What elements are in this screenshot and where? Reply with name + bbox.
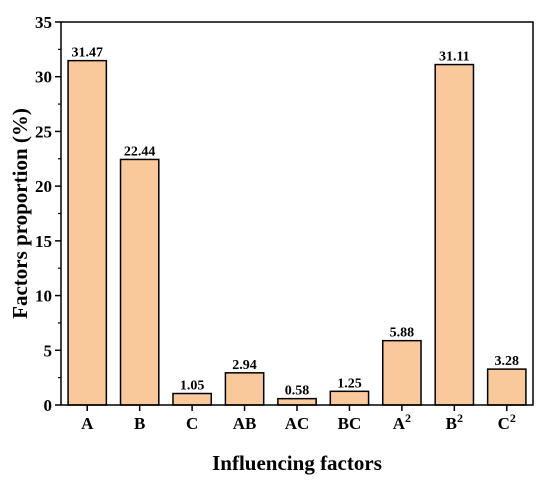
x-axis-ticks: A B C AB AC BC A2 B2 C2 — [81, 405, 516, 433]
data-label: 2.94 — [232, 358, 257, 373]
data-label: 1.05 — [180, 379, 205, 394]
bar — [329, 390, 370, 406]
x-tick-label: A2 — [393, 411, 411, 433]
data-label: 3.28 — [495, 354, 520, 369]
x-tick-label: BC — [338, 414, 362, 433]
y-tick-label: 30 — [35, 68, 52, 87]
y-tick-label: 15 — [35, 232, 52, 251]
data-label: 31.11 — [439, 50, 470, 65]
data-label: 22.44 — [124, 144, 156, 159]
bar — [381, 339, 422, 406]
x-tick-label: A — [81, 414, 94, 433]
y-tick-label: 35 — [35, 13, 52, 32]
y-tick-label: 5 — [44, 341, 53, 360]
x-tick-label: AB — [233, 414, 257, 433]
data-label: 0.58 — [285, 384, 310, 399]
data-label: 5.88 — [390, 326, 415, 341]
y-tick-label: 10 — [35, 287, 52, 306]
x-tick-label: C2 — [498, 411, 516, 433]
x-tick-label: C — [186, 414, 198, 433]
bar — [67, 59, 108, 406]
bar — [486, 368, 527, 406]
data-label: 31.47 — [71, 46, 103, 61]
x-tick-label: AC — [285, 414, 310, 433]
data-label: 1.25 — [337, 376, 362, 391]
bar — [224, 372, 265, 406]
y-tick-label: 20 — [35, 177, 52, 196]
bar — [434, 63, 475, 406]
bars-group — [67, 59, 527, 406]
bar — [277, 397, 317, 406]
data-labels-group: 31.47 22.44 1.05 2.94 0.58 1.25 5.88 31.11 3.28 — [71, 46, 519, 399]
x-tick-label: B — [134, 414, 145, 433]
x-tick-label: B2 — [446, 411, 463, 433]
bar — [172, 392, 213, 406]
y-tick-label: 0 — [44, 396, 53, 415]
y-axis-ticks: 0 5 10 15 20 25 30 35 — [35, 13, 61, 415]
y-axis-title: Factors proportion (%) — [8, 108, 32, 319]
x-axis-title: Influencing factors — [212, 451, 382, 475]
bar — [119, 158, 160, 406]
y-tick-label: 25 — [35, 122, 52, 141]
